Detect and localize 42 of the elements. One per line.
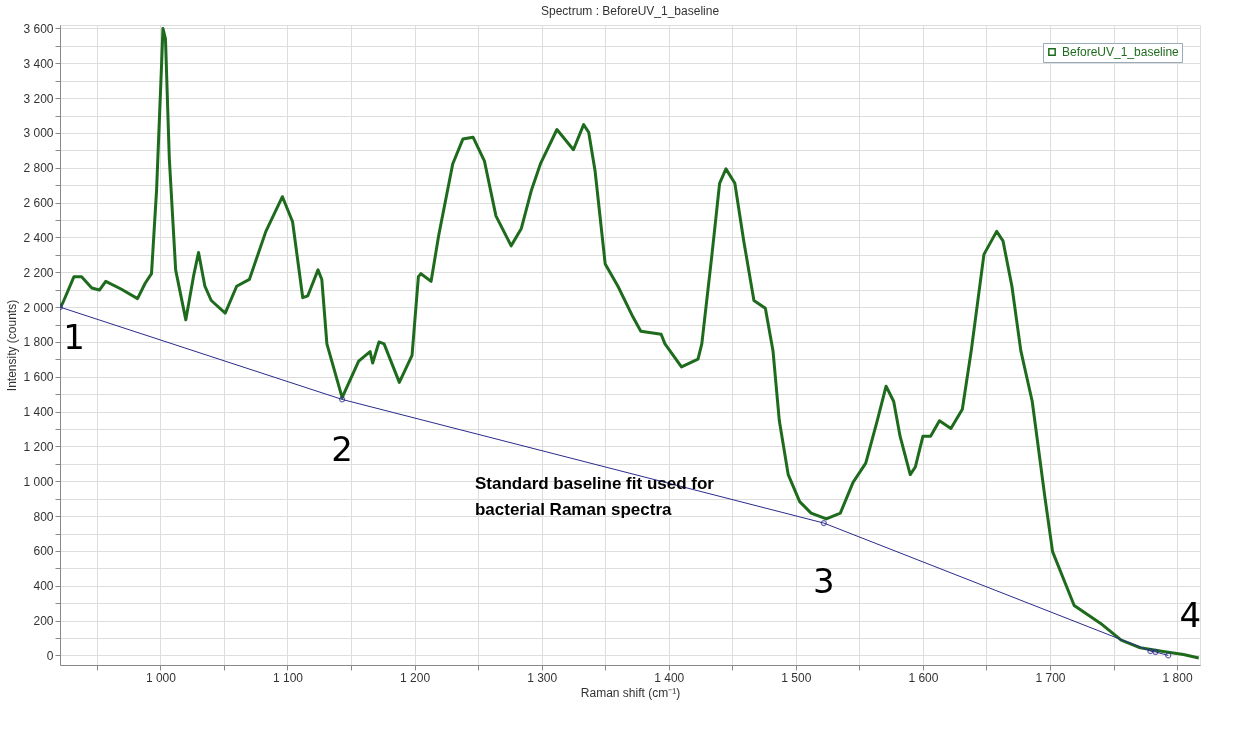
point [1152, 648, 1159, 656]
y-tick-label: 3 200 [23, 91, 54, 106]
x-axis-title: Raman shift (cm⁻¹) [580, 685, 681, 700]
x-tick-label: 1 000 [145, 670, 177, 685]
annotation: 1 [63, 317, 85, 358]
y-tick-label: 1 400 [23, 405, 54, 420]
x-tick-label: 1 600 [908, 670, 939, 685]
x-tick-label: 1 500 [781, 670, 812, 685]
y-tick-label: 3 400 [23, 56, 54, 71]
y-tick-label: 3 000 [23, 126, 54, 141]
y-tick-label: 200 [33, 614, 54, 629]
y-tick-label: 2 600 [23, 196, 54, 211]
point [339, 396, 346, 403]
y-tick-label: 3 600 [23, 21, 54, 36]
y-tick-label: 1 000 [23, 474, 54, 489]
y-tick-label: 2 200 [23, 265, 54, 280]
y-tick-label: 1 800 [23, 335, 54, 350]
y-tick-label: 1 600 [23, 370, 54, 385]
x-tick-label: 1 200 [400, 670, 431, 685]
annotation: 4 [1179, 595, 1202, 636]
y-tick-label: 400 [33, 579, 54, 594]
x-tick-label: 1 100 [272, 670, 304, 685]
annotation: 2 [331, 429, 353, 470]
x-tick-label: 1 800 [1162, 670, 1193, 685]
y-tick-label: 2 400 [23, 230, 54, 245]
line-series [60, 26, 1200, 660]
y-tick-label: 1 200 [23, 439, 54, 454]
point [820, 519, 827, 527]
y-axis-title: Intensity (counts) [5, 299, 20, 392]
chart-title: Spectrum : BeforeUV_1_baseline [540, 4, 720, 19]
y-tick-label: 800 [33, 509, 54, 524]
y-tick-label: 0 [46, 648, 54, 663]
y-tick-label: 600 [33, 544, 54, 559]
point [1147, 647, 1154, 655]
y-tick-label: 2 000 [23, 300, 54, 315]
y-tick-label: 2 800 [23, 161, 54, 176]
annotation: 3 [812, 561, 835, 602]
x-tick-label: 1 300 [527, 670, 558, 685]
annotation: Standard baseline fit used for bacterial Raman spectra [474, 474, 715, 520]
x-tick-label: 1 400 [654, 670, 685, 685]
legend-label: BeforeUV_1_baseline [1062, 45, 1180, 59]
x-tick-label: 1 700 [1035, 670, 1066, 685]
